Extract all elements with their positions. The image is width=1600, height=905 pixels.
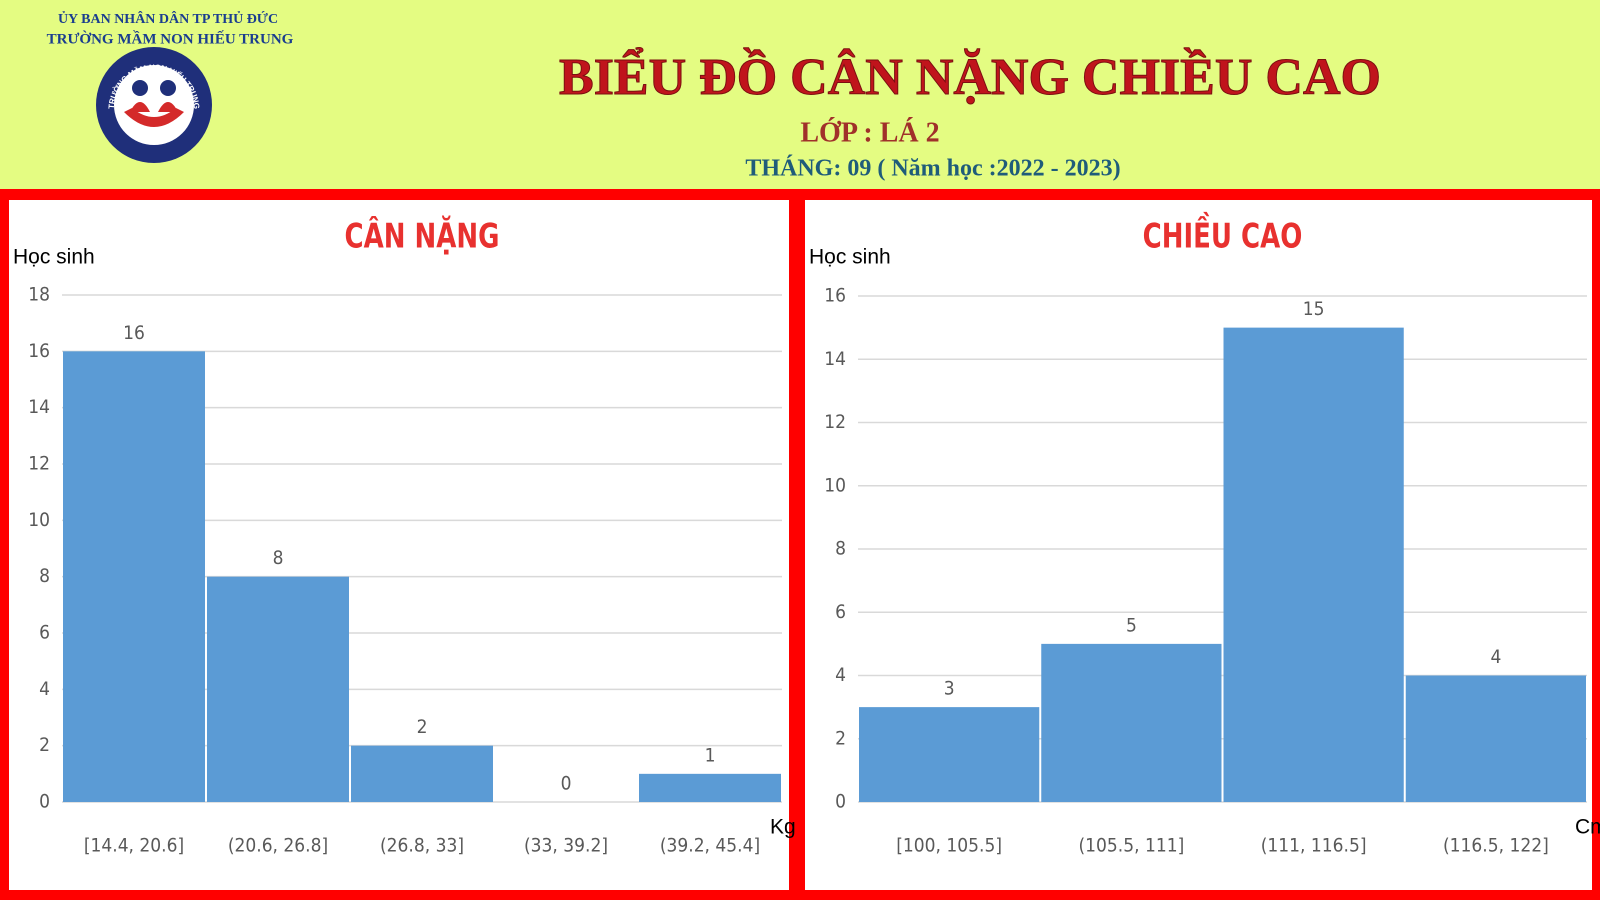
value-label: 5 <box>1126 614 1137 636</box>
x-axis-label: Kg <box>770 816 796 839</box>
bar <box>63 351 205 802</box>
y-tick-label: 8 <box>835 538 846 560</box>
y-tick-label: 14 <box>28 396 50 418</box>
y-tick-label: 0 <box>39 791 50 813</box>
y-tick-label: 10 <box>28 509 50 531</box>
y-axis-label: Học sinh <box>809 246 891 269</box>
bar <box>351 745 493 802</box>
y-tick-label: 10 <box>824 474 846 496</box>
x-tick-label: (39.2, 45.4] <box>660 835 760 857</box>
y-tick-label: 14 <box>824 348 846 370</box>
bar <box>1041 643 1222 802</box>
y-tick-label: 4 <box>39 678 50 700</box>
value-label: 1 <box>705 744 716 766</box>
value-label: 2 <box>417 716 428 738</box>
x-tick-label: (20.6, 26.8] <box>228 835 328 857</box>
chart-title: CHIỀU CAO <box>1143 211 1303 256</box>
bar <box>859 707 1040 802</box>
x-axis-label: Cm <box>1575 816 1600 839</box>
y-tick-label: 18 <box>28 284 50 306</box>
value-label: 15 <box>1303 298 1325 320</box>
x-tick-label: (105.5, 111] <box>1079 835 1185 857</box>
logo: TRƯỜNG MẦM NON HIẾU TRUNG <box>96 47 212 163</box>
x-tick-label: (111, 116.5] <box>1261 835 1367 857</box>
main-title: BIỂU ĐỒ CÂN NẶNG CHIỀU CAO <box>559 46 1381 106</box>
y-tick-label: 12 <box>824 411 846 433</box>
x-tick-label: [14.4, 20.6] <box>84 835 184 857</box>
value-label: 4 <box>1490 646 1501 668</box>
y-tick-label: 6 <box>39 622 50 644</box>
value-label: 8 <box>273 547 284 569</box>
y-tick-label: 2 <box>835 727 846 749</box>
bar <box>1405 675 1586 802</box>
y-tick-label: 8 <box>39 565 50 587</box>
x-tick-label: (116.5, 122] <box>1443 835 1549 857</box>
y-tick-label: 12 <box>28 453 50 475</box>
chart-title: CÂN NẶNG <box>345 215 500 256</box>
y-tick-label: 4 <box>835 664 846 686</box>
value-label: 0 <box>561 773 572 795</box>
y-tick-label: 16 <box>28 340 50 362</box>
class: LỚP : LÁ 2 <box>800 117 939 148</box>
bar <box>639 773 781 802</box>
value-label: 16 <box>123 322 145 344</box>
y-tick-label: 16 <box>824 285 846 307</box>
y-tick-label: 6 <box>835 601 846 623</box>
school: TRƯỜNG MẦM NON HIẾU TRUNG <box>47 30 294 47</box>
y-tick-label: 2 <box>39 734 50 756</box>
bar <box>207 576 349 802</box>
header-bg <box>0 0 1600 189</box>
x-tick-label: (33, 39.2] <box>524 835 608 857</box>
org: ỦY BAN NHÂN DÂN TP THỦ ĐỨC <box>58 10 278 27</box>
value-label: 3 <box>944 678 955 700</box>
y-tick-label: 0 <box>835 791 846 813</box>
bar <box>1223 327 1404 802</box>
x-tick-label: [100, 105.5] <box>896 835 1002 857</box>
y-axis-label: Học sinh <box>13 246 95 269</box>
x-tick-label: (26.8, 33] <box>380 835 464 857</box>
month: THÁNG: 09 ( Năm học :2022 - 2023) <box>745 156 1120 182</box>
